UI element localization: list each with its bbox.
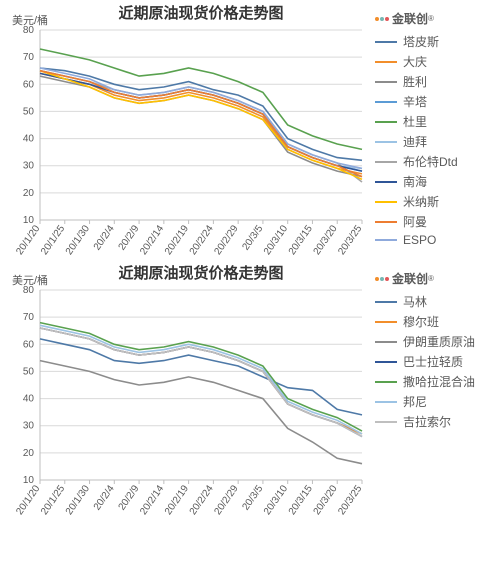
y-tick-label: 50 xyxy=(23,106,35,117)
chart-title: 近期原油现货价格走势图 xyxy=(118,4,283,22)
legend-swatch xyxy=(375,301,397,303)
legend-item-3: 巴士拉轻质 xyxy=(375,353,495,370)
legend-label: 布伦特Dtd xyxy=(403,153,458,170)
legend-swatch xyxy=(375,161,397,163)
chart-title: 近期原油现货价格走势图 xyxy=(118,264,283,282)
legend-label: 杜里 xyxy=(403,113,427,130)
legend: 金联创® 塔皮斯大庆胜利辛塔杜里迪拜布伦特Dtd 南海米纳斯阿曼 ESPO xyxy=(375,10,495,250)
y-tick-label: 60 xyxy=(23,79,35,90)
chart-area: 近期原油现货价格走势图美元/桶102030405060708020/1/2020… xyxy=(0,260,370,520)
legend-swatch xyxy=(375,239,397,241)
legend-label: 塔皮斯 xyxy=(403,33,439,50)
legend-swatch xyxy=(375,81,397,83)
legend-item-0: 塔皮斯 xyxy=(375,33,495,50)
chart-block-0: 近期原油现货价格走势图美元/桶102030405060708020/1/2020… xyxy=(0,0,500,260)
legend-item-9: 阿曼 xyxy=(375,213,495,230)
legend-item-8: 米纳斯 xyxy=(375,193,495,210)
legend-swatch xyxy=(375,341,397,343)
legend-swatch xyxy=(375,201,397,203)
legend-label: 阿曼 xyxy=(403,213,427,230)
chart-block-1: 近期原油现货价格走势图美元/桶102030405060708020/1/2020… xyxy=(0,260,500,520)
legend-item-10: ESPO xyxy=(375,233,495,247)
legend-item-7: 南海 xyxy=(375,173,495,190)
legend-label: ESPO xyxy=(403,233,436,247)
legend-swatch xyxy=(375,221,397,223)
y-tick-label: 30 xyxy=(23,161,35,172)
legend-swatch xyxy=(375,181,397,183)
legend-item-1: 穆尔班 xyxy=(375,313,495,330)
legend-swatch xyxy=(375,381,397,383)
brand-logo: 金联创® xyxy=(375,270,495,287)
y-tick-label: 70 xyxy=(23,52,35,63)
y-tick-label: 30 xyxy=(23,421,35,432)
legend-label: 穆尔班 xyxy=(403,313,439,330)
legend-item-6: 布伦特Dtd xyxy=(375,153,495,170)
legend-item-3: 辛塔 xyxy=(375,93,495,110)
legend-label: 邦尼 xyxy=(403,393,427,410)
legend-item-4: 杜里 xyxy=(375,113,495,130)
legend-item-5: 迪拜 xyxy=(375,133,495,150)
chart-svg-0: 近期原油现货价格走势图美元/桶102030405060708020/1/2020… xyxy=(0,0,370,280)
legend-item-1: 大庆 xyxy=(375,53,495,70)
y-tick-label: 70 xyxy=(23,312,35,323)
legend-item-5: 邦尼 xyxy=(375,393,495,410)
legend-swatch xyxy=(375,101,397,103)
legend-label: 辛塔 xyxy=(403,93,427,110)
legend-item-2: 胜利 xyxy=(375,73,495,90)
legend-label: 迪拜 xyxy=(403,133,427,150)
y-tick-label: 60 xyxy=(23,339,35,350)
y-tick-label: 40 xyxy=(23,134,35,145)
y-tick-label: 80 xyxy=(23,285,35,296)
y-tick-label: 50 xyxy=(23,366,35,377)
legend-label: 吉拉索尔 xyxy=(403,413,451,430)
legend-label: 巴士拉轻质 xyxy=(403,353,463,370)
legend-swatch xyxy=(375,121,397,123)
legend-item-0: 马林 xyxy=(375,293,495,310)
chart-svg-1: 近期原油现货价格走势图美元/桶102030405060708020/1/2020… xyxy=(0,260,370,540)
legend-label: 大庆 xyxy=(403,53,427,70)
legend-swatch xyxy=(375,321,397,323)
legend-item-6: 吉拉索尔 xyxy=(375,413,495,430)
y-tick-label: 20 xyxy=(23,188,35,199)
legend-swatch xyxy=(375,401,397,403)
y-tick-label: 40 xyxy=(23,394,35,405)
legend-label: 马林 xyxy=(403,293,427,310)
brand-logo-text: 金联创 xyxy=(392,270,428,287)
legend-label: 米纳斯 xyxy=(403,193,439,210)
legend-label: 胜利 xyxy=(403,73,427,90)
y-tick-label: 20 xyxy=(23,448,35,459)
legend-label: 撒哈拉混合油 xyxy=(403,373,475,390)
legend-swatch xyxy=(375,361,397,363)
y-tick-label: 80 xyxy=(23,25,35,36)
legend-swatch xyxy=(375,421,397,423)
legend-label: 南海 xyxy=(403,173,427,190)
legend-label: 伊朗重质原油 xyxy=(403,333,475,350)
legend-swatch xyxy=(375,141,397,143)
chart-area: 近期原油现货价格走势图美元/桶102030405060708020/1/2020… xyxy=(0,0,370,260)
legend-swatch xyxy=(375,61,397,63)
brand-logo: 金联创® xyxy=(375,10,495,27)
legend-swatch xyxy=(375,41,397,43)
legend-item-4: 撒哈拉混合油 xyxy=(375,373,495,390)
legend-item-2: 伊朗重质原油 xyxy=(375,333,495,350)
brand-logo-text: 金联创 xyxy=(392,10,428,27)
legend: 金联创® 马林穆尔班伊朗重质原油巴士拉轻质撒哈拉混合油邦尼吉拉索尔 xyxy=(375,270,495,433)
